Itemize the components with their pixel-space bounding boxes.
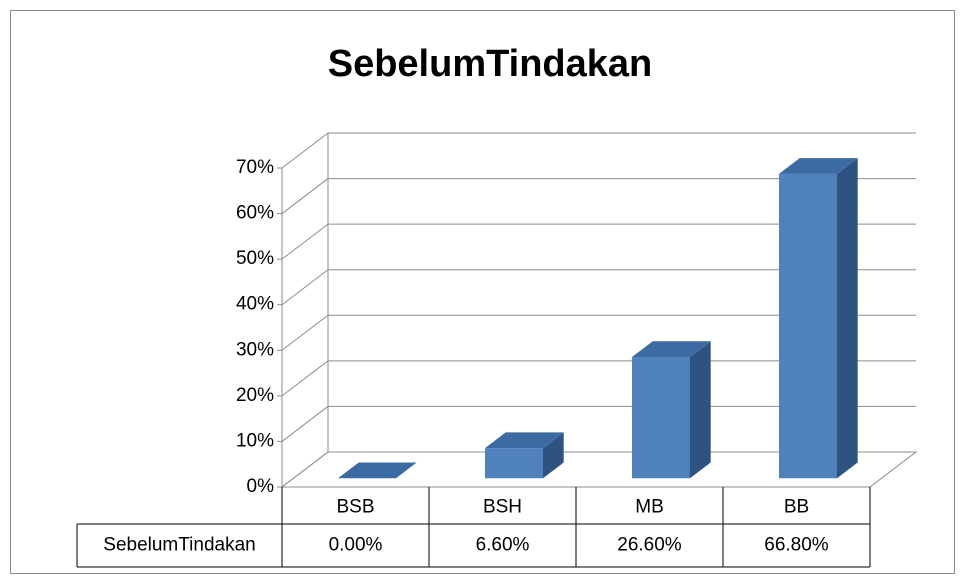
data-label: 0.00%: [329, 535, 383, 556]
grid-line: [281, 406, 329, 442]
bar: [779, 173, 837, 479]
bar-side: [543, 432, 564, 479]
grid-line: [281, 223, 329, 260]
y-tick-label: 0%: [247, 476, 275, 497]
y-tick-label: 70%: [236, 157, 274, 178]
data-label: 6.60%: [476, 535, 530, 556]
y-tick-label: 10%: [236, 430, 274, 451]
bar-side: [690, 341, 711, 479]
bar: [485, 448, 543, 479]
x-tick-label: MB: [635, 497, 664, 518]
data-label: 26.60%: [617, 535, 682, 556]
x-tick-label: BSB: [336, 497, 374, 518]
grid-line: [281, 451, 329, 488]
bar-side: [837, 158, 858, 479]
chart-title: SebelumTindakan: [328, 43, 653, 85]
grid-line: [281, 269, 329, 306]
grid-line: [281, 314, 329, 351]
bar-top: [632, 341, 711, 358]
grid-line: [281, 360, 329, 397]
x-tick-label: BSH: [483, 497, 522, 518]
x-tick-label: BB: [784, 497, 809, 518]
bar-top: [338, 462, 417, 479]
data-label: 66.80%: [764, 535, 829, 556]
y-tick-label: 40%: [236, 294, 274, 315]
bar-top: [485, 432, 564, 449]
y-tick-label: 30%: [236, 339, 274, 360]
bar: [632, 357, 690, 479]
y-tick-label: 20%: [236, 385, 274, 406]
y-tick-label: 50%: [236, 248, 274, 269]
grid-line: [281, 132, 329, 169]
grid-line: [281, 178, 329, 214]
y-tick-label: 60%: [236, 203, 274, 224]
legend-label: SebelumTindakan: [103, 535, 255, 556]
bar-top: [779, 158, 858, 174]
